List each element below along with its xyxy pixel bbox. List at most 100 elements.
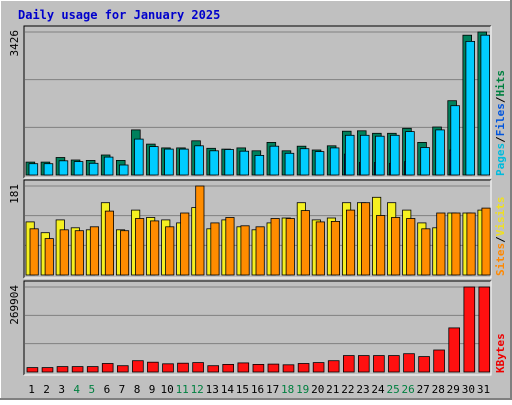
bar-kbytes-day-7: [117, 365, 129, 373]
bar-pages-day-26: [405, 131, 415, 176]
x-axis-labels: 1 2 3 4 5 6 7 8 9 10 11 12 13 14 15 16 17 18 19 20 21 22 23 24 2…: [28, 383, 490, 396]
legend-part-0: KBytes: [494, 333, 507, 373]
bar-sites-day-25: [391, 217, 401, 276]
bar-pages-day-3: [58, 160, 69, 176]
legend-part-0: Pages: [494, 143, 507, 176]
bar-sites-day-19: [300, 210, 310, 276]
bar-kbytes-day-11: [177, 362, 189, 373]
bar-pages-day-17: [269, 145, 280, 176]
y-max-label: 269904: [8, 285, 21, 325]
bar-sites-day-11: [180, 212, 190, 276]
x-tick-label-1: 1: [28, 383, 35, 396]
x-tick-label-12: 12: [191, 383, 204, 396]
bar-pages-day-8: [134, 138, 144, 176]
bar-sites-day-14: [225, 217, 235, 276]
x-tick-label-4: 4: [73, 383, 80, 396]
bar-sites-day-29: [451, 212, 461, 276]
bar-sites-day-21: [330, 220, 340, 276]
bar-kbytes-day-6: [101, 363, 114, 373]
x-tick-label-31: 31: [477, 383, 490, 396]
x-tick-label-22: 22: [341, 383, 354, 396]
bar-kbytes-day-13: [207, 365, 220, 373]
bar-kbytes-day-4: [71, 366, 84, 373]
x-tick-label-20: 20: [311, 383, 324, 396]
bar-pages-day-16: [254, 154, 265, 176]
y-max-label: 181: [8, 184, 21, 204]
bar-pages-day-20: [314, 151, 325, 176]
bar-pages-day-22: [344, 134, 355, 176]
bar-pages-day-23: [359, 134, 370, 176]
x-tick-label-27: 27: [417, 383, 430, 396]
bar-kbytes-day-1: [26, 367, 39, 373]
bar-pages-day-7: [119, 164, 129, 176]
bar-pages-day-31: [480, 34, 490, 176]
x-tick-label-18: 18: [281, 383, 294, 396]
bar-kbytes-day-25: [388, 355, 400, 373]
plot-border-light: [24, 26, 492, 179]
bar-pages-day-11: [179, 148, 189, 176]
x-tick-label-17: 17: [266, 383, 279, 396]
y-axis-legend: KBytes: [494, 333, 507, 373]
x-tick-label-3: 3: [58, 383, 65, 396]
bar-sites-day-16: [255, 226, 265, 276]
bar-kbytes-day-26: [403, 353, 415, 373]
bar-sites-day-10: [165, 226, 175, 276]
y-axis-legend: Sites/Visits: [494, 197, 507, 277]
bar-sites-day-30: [466, 212, 476, 276]
plot-border-dark: [23, 25, 491, 178]
bar-sites-day-4: [74, 230, 84, 276]
bar-pages-day-21: [329, 147, 340, 176]
bar-pages-day-25: [390, 134, 400, 176]
bar-pages-day-4: [73, 161, 84, 176]
plot-border-light: [24, 281, 492, 376]
x-tick-label-10: 10: [160, 383, 173, 396]
y-axis-legend: Pages/Files/Hits: [494, 70, 507, 176]
bar-kbytes-day-16: [252, 363, 265, 373]
chart-panels: 3426Pages/Files/Hits181Sites/Visits26990…: [8, 25, 507, 376]
bar-kbytes-day-2: [41, 367, 54, 373]
x-tick-label-30: 30: [462, 383, 475, 396]
legend-part-4: Hits: [494, 70, 507, 97]
bar-sites-day-1: [29, 228, 39, 276]
bar-kbytes-day-23: [357, 355, 370, 373]
bar-sites-day-17: [270, 218, 280, 276]
x-tick-label-23: 23: [356, 383, 369, 396]
x-tick-label-5: 5: [88, 383, 95, 396]
bar-sites-day-2: [44, 238, 54, 276]
x-tick-label-19: 19: [296, 383, 309, 396]
bar-kbytes-day-18: [282, 364, 295, 373]
bar-sites-day-22: [345, 209, 356, 276]
bar-kbytes-day-31: [478, 286, 491, 373]
x-tick-label-16: 16: [251, 383, 264, 396]
x-tick-label-2: 2: [43, 383, 50, 396]
bar-kbytes-day-17: [267, 363, 280, 373]
panel-middle: 181 Sites/Visits: [8, 179, 507, 279]
plot-border-light: [24, 180, 492, 279]
panel-bottom: 269904 KBytes: [8, 280, 507, 376]
bar-kbytes-day-14: [222, 363, 235, 373]
bar-pages-day-14: [224, 149, 234, 176]
legend-part-1: /: [494, 136, 507, 143]
plot-border-dark: [23, 280, 491, 375]
bar-pages-day-1: [28, 163, 39, 176]
bar-kbytes-day-29: [448, 327, 460, 373]
bar-pages-day-2: [43, 163, 54, 176]
x-tick-label-14: 14: [221, 383, 235, 396]
x-tick-label-13: 13: [206, 383, 219, 396]
bar-sites-day-27: [421, 228, 431, 276]
bar-kbytes-day-12: [192, 362, 204, 373]
legend-part-2: Visits: [494, 197, 507, 237]
bar-kbytes-day-28: [433, 349, 445, 373]
bar-pages-day-9: [149, 146, 159, 176]
bar-kbytes-day-3: [56, 366, 69, 373]
bar-pages-day-10: [164, 148, 174, 176]
x-tick-label-15: 15: [236, 383, 249, 396]
bar-pages-day-29: [450, 105, 460, 176]
legend-part-2: Files: [494, 103, 507, 136]
bar-kbytes-day-30: [463, 286, 476, 373]
bar-pages-day-27: [420, 147, 430, 176]
bar-pages-day-5: [88, 162, 99, 176]
bar-sites-day-15: [240, 225, 250, 276]
bar-pages-day-13: [209, 150, 219, 176]
